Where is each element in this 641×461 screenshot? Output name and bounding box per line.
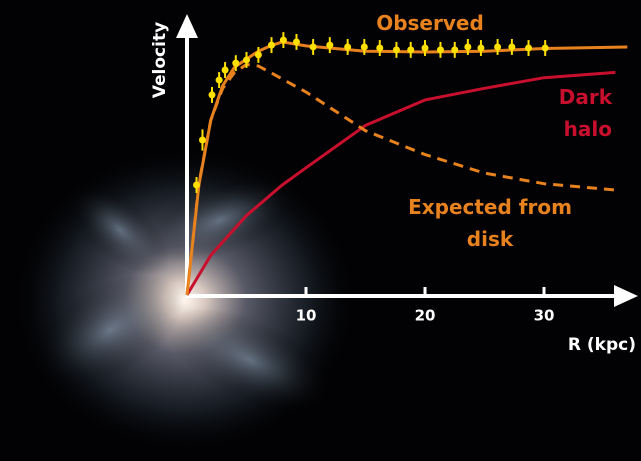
- series-label-line: halo: [564, 117, 612, 141]
- data-point: [243, 56, 250, 64]
- x-axis-arrow: [614, 285, 638, 307]
- data-point: [254, 51, 262, 59]
- galaxy-image: [10, 145, 360, 455]
- data-point: [392, 46, 400, 54]
- x-axis-label: R (kpc): [568, 335, 636, 355]
- y-axis-label: Velocity: [150, 22, 170, 98]
- x-tick-label: 10: [296, 307, 317, 325]
- data-point: [267, 41, 275, 49]
- series-label-line: Expected from: [408, 195, 572, 219]
- data-point: [193, 181, 201, 189]
- y-axis-arrow: [176, 14, 198, 38]
- series-label: Expected from disk: [408, 195, 572, 251]
- data-point: [376, 44, 384, 52]
- series-label-line: Dark: [559, 85, 613, 109]
- series-line: [185, 62, 616, 296]
- data-point: [198, 136, 206, 144]
- data-point: [525, 44, 533, 52]
- data-point: [279, 36, 287, 44]
- series-line: [185, 70, 616, 296]
- data-point: [541, 44, 549, 52]
- data-point: [407, 46, 415, 54]
- data-point: [215, 76, 223, 84]
- data-point: [464, 43, 472, 51]
- series-label: Observed: [376, 11, 484, 35]
- data-point: [451, 46, 459, 54]
- data-point: [232, 59, 240, 67]
- data-point: [421, 44, 429, 52]
- series-label: Dark halo: [559, 85, 613, 141]
- x-tick-label: 30: [534, 307, 555, 325]
- data-point: [494, 43, 502, 51]
- data-point: [477, 44, 485, 52]
- x-tick-label: 20: [415, 307, 436, 325]
- series-label-line: disk: [467, 227, 514, 251]
- data-point: [344, 43, 352, 51]
- data-point: [221, 66, 229, 74]
- data-point: [326, 41, 334, 49]
- data-point: [292, 38, 300, 46]
- data-point: [436, 46, 444, 54]
- data-point: [360, 43, 368, 51]
- data-point: [309, 43, 317, 51]
- series-label-line: Observed: [376, 11, 484, 35]
- data-point: [508, 43, 516, 51]
- data-point: [208, 91, 216, 99]
